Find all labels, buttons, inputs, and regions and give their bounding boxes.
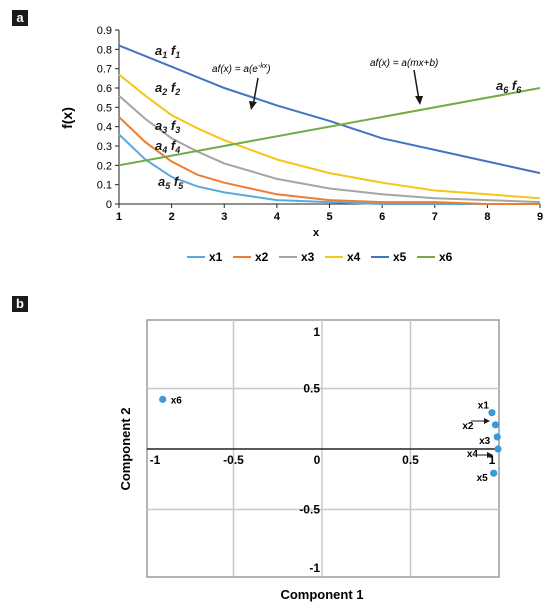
legend-label-x4: x4 <box>347 250 361 264</box>
legend-label-x3: x3 <box>301 250 315 264</box>
y-tick-label: 0.6 <box>97 83 112 95</box>
x2-arrowhead <box>484 418 490 424</box>
x4-arrowhead <box>487 452 493 458</box>
y-tick-label: 0 <box>106 199 112 211</box>
y-tick-label: -0.5 <box>299 503 320 517</box>
panel-b-label: b <box>12 296 28 312</box>
y-tick-label: 0.3 <box>97 141 112 153</box>
curve-label-4: a4 f4 <box>155 135 180 155</box>
curve-label-2: a2 f2 <box>155 77 180 97</box>
decay-line-chart: 0 0.1 0.2 0.3 0.4 0.5 0.6 0.7 0.8 0.9 1 2 3 4 5 6 7 8 9 x f(… <box>59 25 543 264</box>
lin-formula-arrowhead <box>415 96 423 105</box>
x-tick-label: 3 <box>221 211 227 223</box>
y-axis-title: Component 2 <box>118 407 133 490</box>
series-line-x6 <box>118 87 541 167</box>
point-x2 <box>491 421 500 429</box>
chart-a-axes: 0 0.1 0.2 0.3 0.4 0.5 0.6 0.7 0.8 0.9 1 2 3 4 5 6 7 8 9 x f(… <box>59 25 543 239</box>
x-axis-title: x <box>313 227 320 239</box>
panel-a-label: a <box>12 10 28 26</box>
curve-label-1: a1 f1 <box>155 40 180 60</box>
x-tick-label: 0 <box>314 453 321 467</box>
chart-a-annotations: af(x) = a(e-kx) af(x) = a(mx+b) <box>212 58 438 110</box>
exp-formula-arrowhead <box>249 101 257 110</box>
legend-label-x1: x1 <box>209 250 223 264</box>
x-tick-label: 8 <box>484 211 490 223</box>
series-line-x4 <box>118 73 541 200</box>
point-label-x2: x2 <box>462 421 474 432</box>
x-tick-label: 0.5 <box>402 453 419 467</box>
series-line-x1 <box>118 133 540 205</box>
chart-a-legend: x1 x2 x3 x4 x5 x6 <box>187 250 453 264</box>
y-tick-label: 0.9 <box>97 25 112 37</box>
point-label-x6: x6 <box>171 395 183 406</box>
point-label-x3: x3 <box>479 436 491 447</box>
point-x4 <box>494 445 502 453</box>
x-tick-label: 9 <box>537 211 543 223</box>
point-x6 <box>159 395 167 403</box>
point-x1 <box>488 409 496 417</box>
y-tick-label: 0.5 <box>97 102 112 114</box>
y-tick-label: 0.1 <box>97 180 112 192</box>
point-label-x4: x4 <box>467 449 479 460</box>
x-tick-label: 5 <box>326 211 332 223</box>
lin-formula: af(x) = a(mx+b) <box>370 58 438 69</box>
point-x3 <box>493 433 501 441</box>
lin-formula-arrow <box>413 69 420 101</box>
point-label-x1: x1 <box>478 401 490 412</box>
x-tick-label: 6 <box>379 211 385 223</box>
x-tick-label: 1 <box>116 211 122 223</box>
x-tick-label: -0.5 <box>223 453 244 467</box>
y-tick-label: 0.2 <box>97 160 112 172</box>
x-tick-label: -1 <box>150 453 161 467</box>
series-line-x2 <box>118 116 540 205</box>
y-tick-label: 1 <box>313 325 320 339</box>
chart-b-frame: -1 -0.5 0 0.5 1 1 0.5 -0.5 -1 Component 1 Componen… <box>118 319 500 602</box>
point-x5 <box>490 469 498 477</box>
y-axis-title: f(x) <box>59 107 75 129</box>
curve-label-5: a5 f5 <box>158 171 184 191</box>
y-tick-label: 0.8 <box>97 44 112 56</box>
y-tick-label: 0.4 <box>97 122 112 134</box>
legend-label-x6: x6 <box>439 250 453 264</box>
legend-label-x5: x5 <box>393 250 407 264</box>
point-label-x5: x5 <box>477 473 489 484</box>
curve-label-3: a3 f3 <box>155 115 180 135</box>
series-line-x3 <box>118 94 541 204</box>
curve-label-6: a6 f6 <box>496 75 522 95</box>
chart-b-annotations <box>471 418 493 458</box>
legend-label-x2: x2 <box>255 250 269 264</box>
series-line-x5 <box>118 44 541 175</box>
exp-formula: af(x) = a(e-kx) <box>212 63 271 75</box>
y-tick-label: -1 <box>309 561 320 575</box>
x-axis-title: Component 1 <box>280 587 363 602</box>
y-tick-label: 0.5 <box>303 382 320 396</box>
y-tick-label: 0.7 <box>97 64 112 76</box>
x-tick-label: 2 <box>169 211 175 223</box>
chart-a-series <box>118 44 541 205</box>
x-tick-label: 4 <box>274 211 281 223</box>
exp-formula-arrow <box>252 77 259 107</box>
x-tick-label: 7 <box>432 211 438 223</box>
x-tick-label: 1 <box>489 453 496 467</box>
